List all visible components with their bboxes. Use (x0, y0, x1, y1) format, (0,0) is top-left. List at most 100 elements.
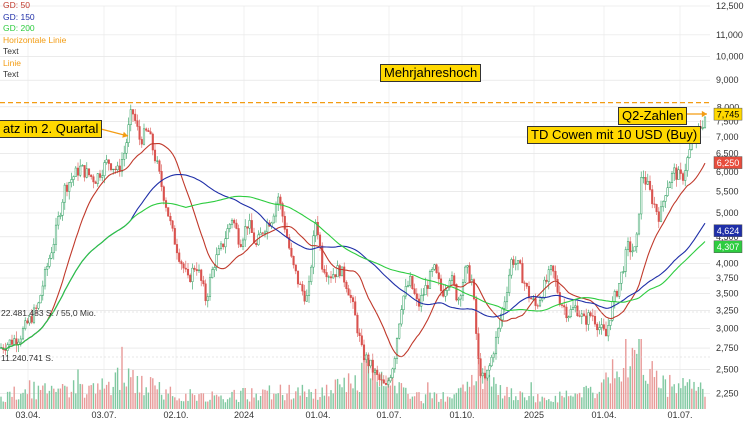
volume-bar (314, 388, 317, 409)
legend-item-line[interactable]: Linie (3, 57, 21, 68)
volume-bar (270, 399, 273, 409)
volume-bar (565, 390, 568, 409)
candle (574, 299, 577, 313)
volume-bar (592, 392, 594, 409)
candle (604, 321, 608, 337)
volume-bar (237, 402, 240, 409)
candle (426, 280, 429, 297)
annotation-multiyear-high[interactable]: Mehrjahreshoch (380, 64, 482, 82)
y-tick-label-6: 3,750 (716, 273, 739, 283)
candle (340, 266, 344, 277)
volume-bar (358, 392, 361, 409)
candle (703, 116, 707, 129)
volume-bar (462, 384, 464, 409)
volume-bar (664, 379, 667, 409)
candle (171, 220, 174, 232)
candle (224, 231, 227, 254)
volume-bar (255, 393, 257, 409)
volume-bar (70, 391, 73, 409)
candle (380, 373, 383, 386)
volume-bar (495, 383, 497, 409)
volume-bar (499, 385, 502, 409)
candle (475, 295, 478, 341)
volume-bar (286, 393, 288, 409)
volume-bar (611, 359, 614, 409)
candle (598, 321, 601, 335)
volume-bar (284, 400, 286, 409)
volume-bar (515, 396, 517, 409)
ma-line-gd200 (0, 195, 706, 350)
candle (178, 248, 181, 264)
volume-bar (50, 385, 53, 409)
volume-bar (312, 398, 315, 409)
volume-bar (156, 389, 158, 409)
svg-text:7,745: 7,745 (717, 110, 740, 120)
volume-bar (455, 392, 458, 409)
volume-bar (444, 401, 447, 409)
annotation-td-cowen[interactable]: TD Cowen mit 10 USD (Buy) (527, 126, 702, 144)
volume-bar (209, 399, 211, 409)
volume-bar (251, 388, 253, 409)
volume-bar (589, 386, 592, 409)
volume-bar (446, 396, 449, 409)
volume-bar (108, 381, 110, 409)
candle (457, 296, 460, 305)
volume-bar (103, 388, 106, 409)
candle (536, 303, 539, 309)
candle (576, 301, 579, 317)
y-tick-label-1: 2,500 (716, 365, 739, 375)
x-tick-label-1: 03.07. (91, 410, 116, 420)
candle (76, 162, 80, 181)
candle (52, 238, 55, 260)
volume-bar (693, 381, 695, 409)
candle (327, 274, 330, 285)
candle (252, 227, 256, 244)
candle (490, 354, 493, 368)
volume-bar (143, 395, 145, 409)
candle (68, 181, 71, 200)
volume-bar (673, 384, 675, 409)
candle (622, 266, 625, 274)
candle (494, 331, 498, 360)
volume-bar (22, 392, 24, 409)
legend-item-text-2[interactable]: Text (3, 69, 19, 79)
candle (48, 254, 51, 269)
candle (681, 171, 685, 185)
legend-item-gd200[interactable]: GD: 200 (3, 23, 35, 33)
candle (466, 264, 469, 274)
candle (72, 175, 75, 186)
volume-bar (504, 395, 506, 409)
volume-bar (347, 373, 350, 409)
volume-bar (603, 379, 605, 409)
legend-item-gd50[interactable]: GD: 50 (3, 0, 30, 10)
volume-bar (244, 387, 246, 409)
volume-bar (136, 375, 139, 409)
candle (263, 229, 267, 238)
volume-bar (350, 383, 352, 409)
candle (103, 159, 106, 184)
annotation-q2-quarter[interactable]: atz im 2. Quartal (0, 120, 103, 138)
candle (136, 114, 139, 131)
volume-bar (594, 398, 596, 409)
volume-bar (383, 386, 385, 409)
volume-bar (699, 382, 702, 409)
candle (701, 120, 704, 131)
volume-bar (242, 387, 244, 409)
volume-bar (380, 371, 383, 409)
legend-item-horizontal-line[interactable]: Horizontale Linie (3, 34, 67, 45)
candle (290, 242, 293, 258)
candle (83, 165, 86, 182)
candle (167, 207, 170, 217)
annotation-q2-results[interactable]: Q2-Zahlen (618, 107, 688, 125)
legend-item-gd150[interactable]: GD: 150 (3, 11, 35, 22)
volume-bar (424, 394, 427, 409)
candle (35, 304, 38, 315)
volume-bar (530, 382, 532, 409)
candle (160, 164, 163, 192)
candle (182, 262, 185, 274)
legend-item-text-1[interactable]: Text (3, 46, 19, 56)
volume-bar (275, 393, 277, 409)
volume-bar (132, 370, 134, 409)
volume-bar (240, 390, 242, 409)
volume-bar (33, 381, 35, 409)
